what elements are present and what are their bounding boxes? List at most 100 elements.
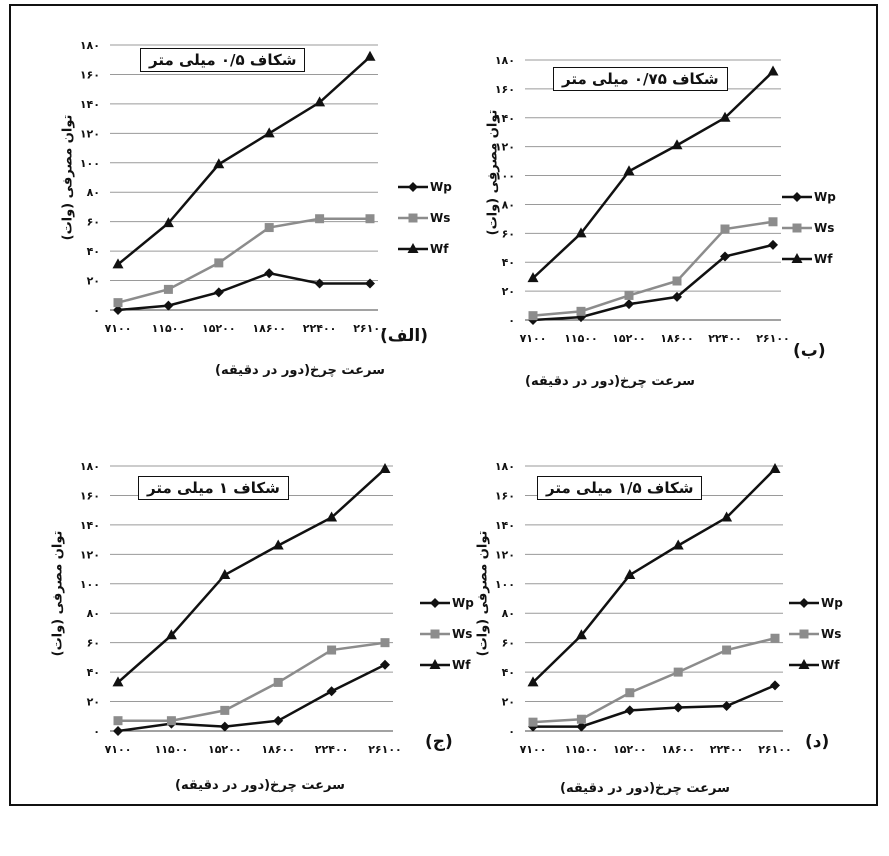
panel-label: (د) bbox=[805, 732, 830, 752]
y-axis-label: توان مصرفی (وات) bbox=[475, 530, 491, 657]
chart-title: شکاف ۱/۵ میلی متر bbox=[537, 476, 703, 500]
x-tick-label: ۱۸۶۰۰ bbox=[252, 322, 286, 335]
legend-marker bbox=[799, 629, 809, 639]
data-point-Wf bbox=[719, 111, 731, 122]
series-line-Ws bbox=[118, 641, 386, 722]
data-point-Ws bbox=[327, 645, 337, 655]
data-point-Ws bbox=[672, 276, 682, 286]
data-point-Wp bbox=[213, 287, 224, 298]
data-point-Wf bbox=[672, 539, 684, 550]
x-tick-label: ۲۲۴۰۰ bbox=[710, 743, 744, 756]
y-tick-label: ۱۲۰ bbox=[495, 548, 515, 561]
y-tick-label: ۸۰ bbox=[502, 607, 515, 620]
data-point-Ws bbox=[380, 638, 390, 648]
legend-label: Wf bbox=[821, 658, 840, 672]
y-tick-label: ۲۰ bbox=[87, 696, 100, 709]
data-point-Wp bbox=[163, 300, 174, 311]
series-line-Wp bbox=[533, 684, 776, 728]
panel-label: (الف) bbox=[380, 326, 428, 346]
legend-marker bbox=[408, 182, 418, 192]
x-tick-label: ۱۸۶۰۰ bbox=[661, 743, 695, 756]
data-point-Wp bbox=[768, 239, 778, 250]
legend-swatch bbox=[782, 192, 812, 202]
data-point-Wp bbox=[113, 726, 123, 736]
y-tick-label: ۲۰ bbox=[87, 275, 100, 288]
data-point-Ws bbox=[722, 645, 732, 655]
panel-label: (ب) bbox=[793, 341, 826, 361]
legend-marker bbox=[430, 629, 440, 639]
data-point-Wf bbox=[112, 258, 124, 269]
y-tick-label: ۰ bbox=[93, 304, 100, 317]
data-point-Wf bbox=[364, 50, 376, 61]
legend-item-Wf: Wf bbox=[396, 242, 448, 256]
y-tick-label: ۱۶۰ bbox=[495, 489, 515, 502]
legend-item-Wp: Wp bbox=[396, 180, 452, 194]
chart-panel-alef: ۰ ۲۰ ۴۰ ۶۰ ۸۰ ۱۰۰ ۱۲۰ ۱۴۰ ۱۶۰ ۱۸۰ ۷۱۰۰ ۱۱۵۰۰ ۱۵۲۰۰ ۱۸… bbox=[40, 30, 480, 430]
data-point-Wf bbox=[624, 568, 636, 579]
y-tick-label: ۱۴۰ bbox=[495, 519, 515, 532]
y-tick-label: ۱۸۰ bbox=[80, 39, 100, 52]
data-point-Wf bbox=[165, 629, 177, 640]
data-point-Wp bbox=[624, 705, 635, 716]
y-tick-label: ۸۰ bbox=[87, 607, 100, 620]
data-point-Ws bbox=[113, 298, 123, 308]
series-line-Wp bbox=[117, 663, 386, 733]
data-point-Wp bbox=[770, 680, 780, 691]
x-tick-label: ۲۶۱۰۰ bbox=[758, 743, 792, 756]
legend-swatch bbox=[789, 629, 819, 639]
x-tick-label: ۱۸۶۰۰ bbox=[261, 743, 295, 756]
x-tick-label: ۱۱۵۰۰ bbox=[155, 743, 189, 756]
y-tick-label: ۸۰ bbox=[87, 186, 100, 199]
data-point-Wf bbox=[213, 158, 225, 169]
data-point-Wf bbox=[272, 539, 284, 550]
chart-panel-jim: ۰ ۲۰ ۴۰ ۶۰ ۸۰ ۱۰۰ ۱۲۰ ۱۴۰ ۱۶۰ ۱۸۰ ۷۱۰۰ ۱۱۵۰۰ ۱۵۲۰۰ ۱۸… bbox=[40, 456, 480, 856]
x-axis-label: سرعت چرخ(دور در دقیقه) bbox=[525, 374, 695, 389]
data-point-Wp bbox=[273, 715, 284, 726]
data-point-Ws bbox=[624, 290, 634, 300]
data-point-Ws bbox=[214, 258, 224, 268]
x-tick-label: ۲۶۱۰۰ bbox=[353, 322, 387, 335]
series-line-Wf bbox=[532, 70, 774, 280]
legend-swatch bbox=[398, 213, 428, 223]
y-tick-label: ۱۶۰ bbox=[80, 489, 100, 502]
series-line-Wf bbox=[532, 468, 776, 684]
series-line-Wf bbox=[117, 55, 371, 266]
y-tick-label: ۰ bbox=[93, 725, 100, 738]
data-point-Ws bbox=[576, 714, 586, 724]
legend-swatch bbox=[789, 659, 819, 669]
series-line-Ws bbox=[532, 220, 774, 317]
series-line-Wp bbox=[117, 271, 370, 312]
y-tick-label: ۶۰ bbox=[502, 637, 515, 650]
x-tick-label: ۲۲۴۰۰ bbox=[708, 332, 742, 345]
y-tick-label: ۱۴۰ bbox=[80, 98, 100, 111]
y-tick-label: ۱۸۰ bbox=[495, 54, 515, 67]
y-tick-label: ۴۰ bbox=[87, 666, 100, 679]
y-tick-label: ۸۰ bbox=[502, 198, 515, 211]
legend-label: Ws bbox=[430, 211, 451, 225]
x-tick-label: ۷۱۰۰ bbox=[520, 743, 547, 756]
legend-swatch bbox=[420, 629, 450, 639]
y-tick-label: ۱۸۰ bbox=[495, 460, 515, 473]
y-tick-label: ۰ bbox=[508, 725, 515, 738]
data-point-Ws bbox=[315, 214, 325, 224]
chart-svg-jim: ۰ ۲۰ ۴۰ ۶۰ ۸۰ ۱۰۰ ۱۲۰ ۱۴۰ ۱۶۰ ۱۸۰ ۷۱۰۰ ۱۱۵۰۰ ۱۵۲۰۰ ۱۸… bbox=[80, 460, 402, 756]
legend-swatch bbox=[398, 182, 428, 192]
data-point-Wf bbox=[575, 629, 587, 640]
legend-label: Wf bbox=[452, 658, 471, 672]
legend-item-Ws: Ws bbox=[780, 221, 834, 235]
y-tick-label: ۱۰۰ bbox=[80, 578, 100, 591]
data-point-Ws bbox=[166, 716, 176, 726]
y-tick-label: ۲۰ bbox=[502, 285, 515, 298]
data-point-Ws bbox=[673, 667, 683, 677]
legend-label: Wp bbox=[821, 596, 843, 610]
legend-item-Ws: Ws bbox=[787, 627, 841, 641]
y-axis-label: توان مصرفی (وات) bbox=[485, 109, 501, 236]
chart-svg-dal: ۰ ۲۰ ۴۰ ۶۰ ۸۰ ۱۰۰ ۱۲۰ ۱۴۰ ۱۶۰ ۱۸۰ ۷۱۰۰ ۱۱۵۰۰ ۱۵۲۰۰ ۱۸… bbox=[495, 460, 792, 756]
legend-marker bbox=[792, 223, 802, 233]
legend-label: Wp bbox=[814, 190, 836, 204]
legend-swatch bbox=[420, 659, 450, 669]
legend-marker bbox=[430, 598, 440, 608]
x-tick-label: ۱۵۲۰۰ bbox=[613, 743, 647, 756]
y-tick-label: ۱۰۰ bbox=[495, 578, 515, 591]
x-tick-label: ۷۱۰۰ bbox=[105, 743, 132, 756]
